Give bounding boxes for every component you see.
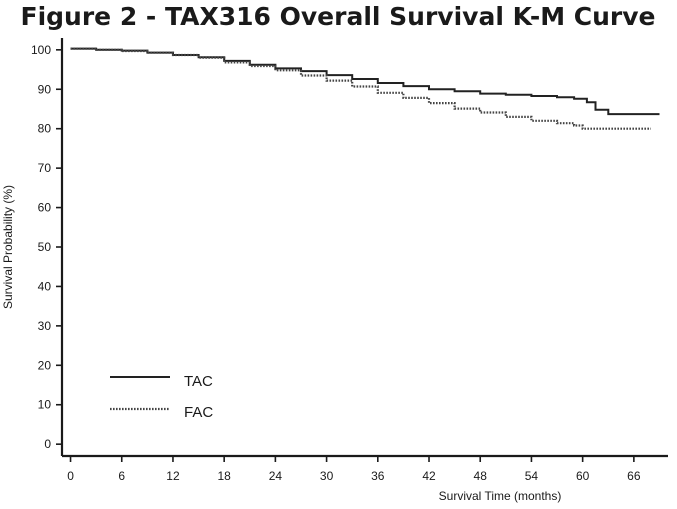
legend-label-fac: FAC: [184, 404, 213, 421]
legend-label-tac: TAC: [184, 373, 213, 390]
x-tick-label: 36: [371, 469, 385, 483]
y-tick-label: 0: [44, 437, 51, 451]
x-tick-label: 42: [422, 469, 436, 483]
series-line-tac: [70, 47, 660, 116]
y-tick-label: 10: [38, 398, 52, 412]
x-tick-label: 66: [627, 469, 641, 483]
x-tick-label: 18: [217, 469, 231, 483]
series-layer: [70, 47, 660, 130]
series-line-fac: [70, 47, 651, 130]
x-tick-label: 0: [67, 469, 74, 483]
y-tick-label: 100: [31, 43, 51, 57]
y-axis-label: Survival Probability (%): [1, 185, 15, 309]
y-tick-label: 50: [38, 240, 52, 254]
y-tick-label: 70: [38, 161, 52, 175]
y-tick-label: 20: [38, 358, 52, 372]
x-tick-label: 30: [320, 469, 334, 483]
y-tick-label: 30: [38, 319, 52, 333]
x-axis-ticks: 0 6 12 18 24 30 36 42 48 54 60 66: [67, 456, 641, 483]
x-axis-label: Survival Time (months): [439, 489, 562, 503]
y-axis-ticks: 0 10 20 30 40 50 60 70 80 90 100: [31, 43, 62, 451]
y-tick-label: 60: [38, 201, 52, 215]
y-tick-label: 40: [38, 279, 52, 293]
x-tick-label: 12: [166, 469, 180, 483]
x-tick-label: 24: [269, 469, 283, 483]
y-tick-label: 80: [38, 122, 52, 136]
legend: TAC FAC: [110, 373, 213, 421]
x-tick-label: 54: [525, 469, 539, 483]
x-tick-label: 48: [474, 469, 488, 483]
chart-title: Figure 2 - TAX316 Overall Survival K-M C…: [21, 2, 656, 31]
x-tick-label: 6: [118, 469, 125, 483]
y-tick-label: 90: [38, 82, 52, 96]
x-tick-label: 60: [576, 469, 590, 483]
